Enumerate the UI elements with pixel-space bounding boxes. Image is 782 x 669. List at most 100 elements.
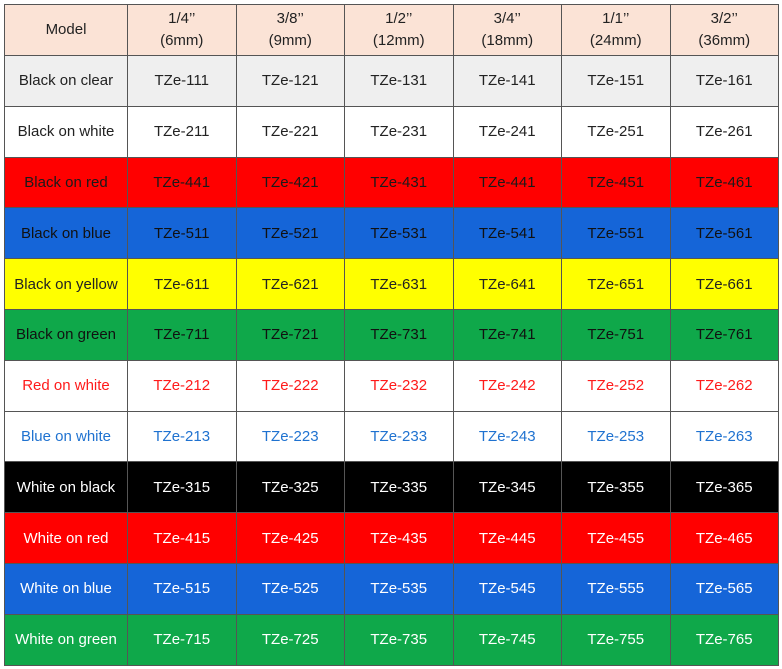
model-code-cell: TZe-725: [235, 613, 345, 666]
model-code-cell: TZe-455: [561, 512, 671, 564]
table-body: Black on clear TZe-111 TZe-121 TZe-131 TZe-1…: [4, 55, 779, 666]
size-inch-label: 3/2’’: [710, 10, 738, 27]
size-mm-label: (24mm): [589, 32, 642, 49]
model-code-cell: TZe-415: [127, 512, 237, 564]
model-code-cell: TZe-731: [344, 308, 454, 361]
table-row: Black on clear TZe-111 TZe-121 TZe-131 TZe-1…: [4, 55, 779, 107]
model-code-cell: TZe-535: [344, 562, 454, 615]
model-code-cell: TZe-441: [127, 156, 237, 209]
model-code-cell: TZe-365: [669, 461, 779, 514]
tape-color-label: White on red: [4, 512, 128, 564]
tape-model-table: Model 1/4’’ (6mm) 3/8’’ (9mm) 1/2’’ (12mm) 3/4…: [4, 4, 779, 666]
model-code-cell: TZe-315: [127, 461, 237, 514]
size-header-cell: 3/4’’ (18mm): [452, 4, 562, 56]
model-code-cell: TZe-131: [344, 55, 454, 107]
model-code-cell: TZe-425: [235, 512, 345, 564]
model-code-cell: TZe-551: [561, 207, 671, 260]
model-code-cell: TZe-261: [669, 105, 779, 158]
model-code-cell: TZe-661: [669, 258, 779, 310]
model-code-cell: TZe-421: [235, 156, 345, 209]
model-code-cell: TZe-211: [127, 105, 237, 158]
model-code-cell: TZe-745: [452, 613, 562, 666]
model-code-cell: TZe-141: [452, 55, 562, 107]
model-code-cell: TZe-212: [127, 359, 237, 412]
tape-color-label: Red on white: [4, 359, 128, 412]
model-code-cell: TZe-735: [344, 613, 454, 666]
table-row: White on blue TZe-515 TZe-525 TZe-535 TZe-54…: [4, 562, 779, 615]
size-inch-label: 1/1’’: [602, 10, 630, 27]
tape-color-label: Black on blue: [4, 207, 128, 260]
size-mm-label: (36mm): [698, 32, 751, 49]
model-code-cell: TZe-751: [561, 308, 671, 361]
size-mm-label: (18mm): [481, 32, 534, 49]
size-mm-label: (9mm): [268, 32, 312, 49]
model-code-cell: TZe-761: [669, 308, 779, 361]
size-mm-label: (12mm): [372, 32, 425, 49]
model-code-cell: TZe-223: [235, 410, 345, 463]
model-code-cell: TZe-252: [561, 359, 671, 412]
model-code-cell: TZe-253: [561, 410, 671, 463]
table-row: Black on red TZe-441 TZe-421 TZe-431 TZe-441…: [4, 156, 779, 209]
tape-color-label: Black on clear: [4, 55, 128, 107]
model-code-cell: TZe-715: [127, 613, 237, 666]
table-row: White on black TZe-315 TZe-325 TZe-335 TZe-3…: [4, 461, 779, 514]
model-code-cell: TZe-222: [235, 359, 345, 412]
size-inch-label: 1/4’’: [168, 10, 196, 27]
model-code-cell: TZe-525: [235, 562, 345, 615]
model-code-cell: TZe-233: [344, 410, 454, 463]
model-code-cell: TZe-441: [452, 156, 562, 209]
model-code-cell: TZe-565: [669, 562, 779, 615]
model-code-cell: TZe-621: [235, 258, 345, 310]
tape-color-label: Black on white: [4, 105, 128, 158]
model-code-cell: TZe-445: [452, 512, 562, 564]
size-mm-label: (6mm): [160, 32, 204, 49]
model-code-cell: TZe-521: [235, 207, 345, 260]
model-code-cell: TZe-161: [669, 55, 779, 107]
table-row: White on red TZe-415 TZe-425 TZe-435 TZe-445…: [4, 512, 779, 564]
model-code-cell: TZe-251: [561, 105, 671, 158]
model-code-cell: TZe-765: [669, 613, 779, 666]
table-row: Blue on white TZe-213 TZe-223 TZe-233 TZe-24…: [4, 410, 779, 463]
table-row: Black on blue TZe-511 TZe-521 TZe-531 TZe-54…: [4, 207, 779, 260]
table-row: Black on white TZe-211 TZe-221 TZe-231 TZe-2…: [4, 105, 779, 158]
model-code-cell: TZe-461: [669, 156, 779, 209]
tape-color-label: White on blue: [4, 562, 128, 615]
model-code-cell: TZe-555: [561, 562, 671, 615]
table-row: White on green TZe-715 TZe-725 TZe-735 TZe-7…: [4, 613, 779, 666]
model-code-cell: TZe-151: [561, 55, 671, 107]
model-code-cell: TZe-242: [452, 359, 562, 412]
model-code-cell: TZe-325: [235, 461, 345, 514]
size-header-cell: 1/2’’ (12mm): [344, 4, 454, 56]
table-row: Black on yellow TZe-611 TZe-621 TZe-631 TZe-…: [4, 258, 779, 310]
model-code-cell: TZe-711: [127, 308, 237, 361]
tape-color-label: Black on green: [4, 308, 128, 361]
model-code-cell: TZe-755: [561, 613, 671, 666]
header-row: Model 1/4’’ (6mm) 3/8’’ (9mm) 1/2’’ (12mm) 3/4…: [4, 4, 779, 56]
tape-color-label: Blue on white: [4, 410, 128, 463]
size-header-cell: 1/1’’ (24mm): [561, 4, 671, 56]
tape-color-label: White on green: [4, 613, 128, 666]
model-code-cell: TZe-545: [452, 562, 562, 615]
model-code-cell: TZe-631: [344, 258, 454, 310]
model-code-cell: TZe-335: [344, 461, 454, 514]
model-code-cell: TZe-121: [235, 55, 345, 107]
model-code-cell: TZe-651: [561, 258, 671, 310]
model-code-cell: TZe-465: [669, 512, 779, 564]
tape-color-label: White on black: [4, 461, 128, 514]
size-header-cell: 3/2’’ (36mm): [669, 4, 779, 56]
tape-color-label: Black on red: [4, 156, 128, 209]
model-code-cell: TZe-721: [235, 308, 345, 361]
model-code-cell: TZe-232: [344, 359, 454, 412]
model-code-cell: TZe-531: [344, 207, 454, 260]
model-code-cell: TZe-111: [127, 55, 237, 107]
model-code-cell: TZe-541: [452, 207, 562, 260]
size-inch-label: 1/2’’: [385, 10, 413, 27]
model-code-cell: TZe-611: [127, 258, 237, 310]
model-code-cell: TZe-435: [344, 512, 454, 564]
model-code-cell: TZe-243: [452, 410, 562, 463]
size-inch-label: 3/4’’: [493, 10, 521, 27]
model-code-cell: TZe-241: [452, 105, 562, 158]
tape-color-label: Black on yellow: [4, 258, 128, 310]
model-code-cell: TZe-355: [561, 461, 671, 514]
table-row: Black on green TZe-711 TZe-721 TZe-731 TZe-7…: [4, 308, 779, 361]
